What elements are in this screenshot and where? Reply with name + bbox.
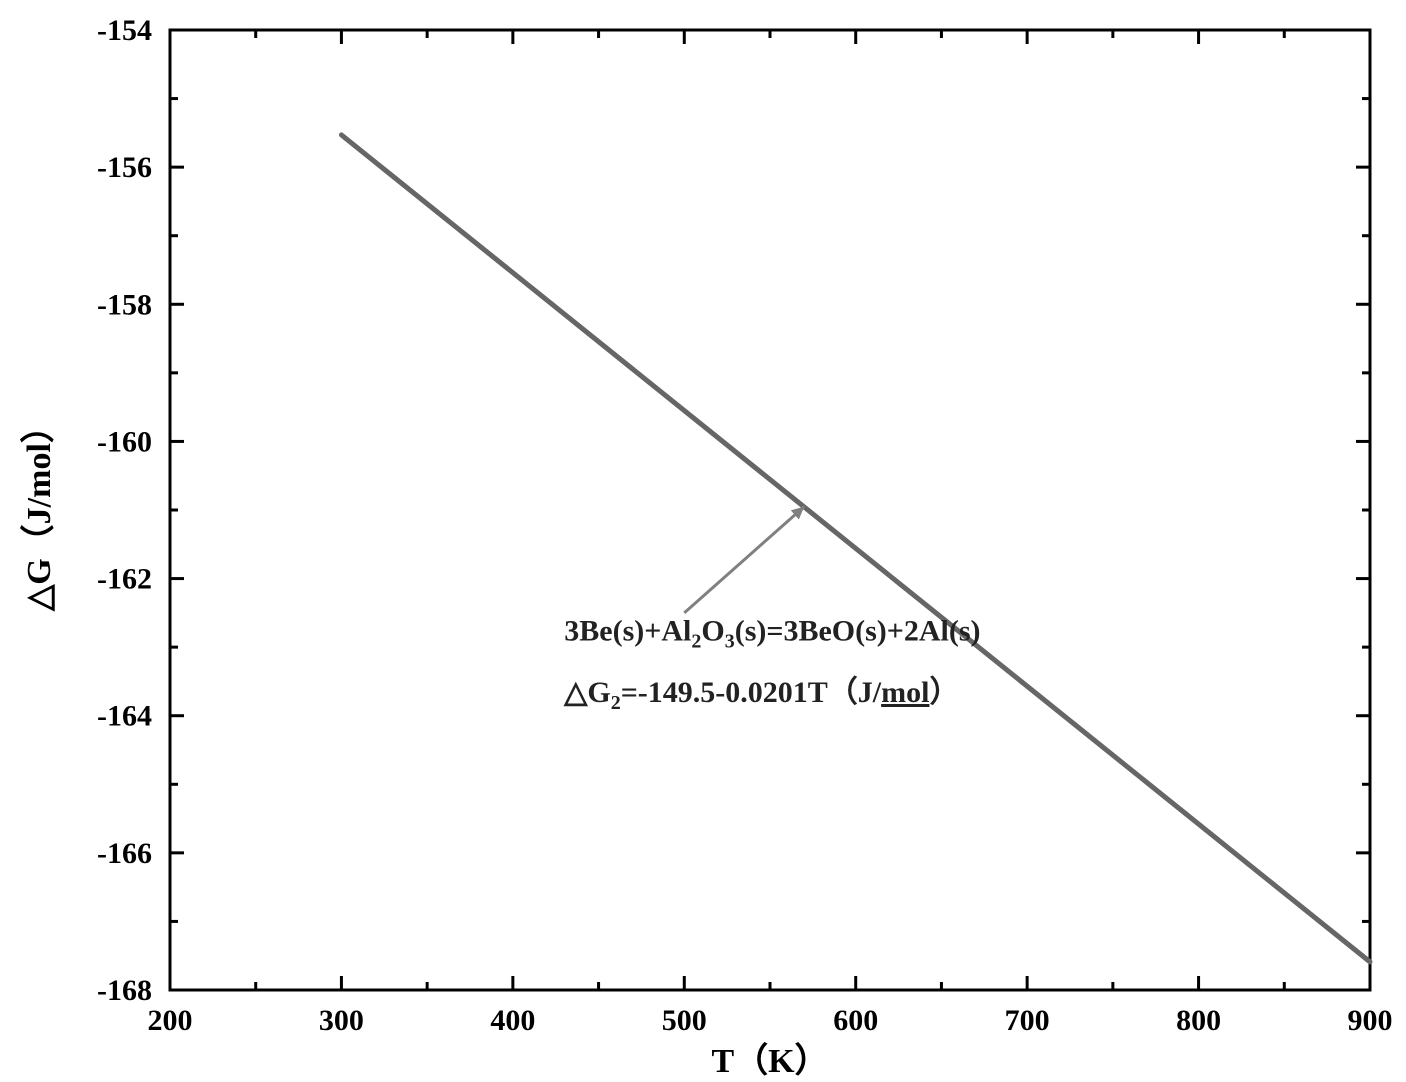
x-tick-label: 500 xyxy=(662,1004,707,1037)
x-tick-label: 400 xyxy=(490,1004,535,1037)
annotation-line-1: 3Be(s)+Al2O3(s)=3BeO(s)+2Al(s) xyxy=(564,614,980,652)
y-tick-label: -154 xyxy=(97,14,152,47)
x-tick-label: 300 xyxy=(319,1004,364,1037)
y-tick-label: -160 xyxy=(97,425,152,458)
chart-container: 200 300 400 500 600 700 800 900 -168 -166 -164 -162… xyxy=(0,0,1406,1082)
y-tick-label: -158 xyxy=(97,288,152,321)
annotation-line-2: △G2=-149.5-0.0201T（J/mol） xyxy=(563,675,959,714)
y-axis-label: △G（J/mol） xyxy=(19,409,58,612)
x-tick-label: 600 xyxy=(833,1004,878,1037)
y-tick-label: -168 xyxy=(97,974,152,1007)
line-chart: 200 300 400 500 600 700 800 900 -168 -166 -164 -162… xyxy=(0,0,1406,1082)
x-tick-label: 200 xyxy=(148,1004,193,1037)
y-tick-label: -164 xyxy=(97,700,152,733)
x-tick-label: 900 xyxy=(1348,1004,1393,1037)
y-tick-label: -156 xyxy=(97,151,152,184)
x-axis-label: T（K） xyxy=(711,1041,828,1080)
y-tick-label: -162 xyxy=(97,563,152,596)
y-tick-label: -166 xyxy=(97,837,152,870)
x-tick-label: 800 xyxy=(1176,1004,1221,1037)
x-tick-label: 700 xyxy=(1005,1004,1050,1037)
